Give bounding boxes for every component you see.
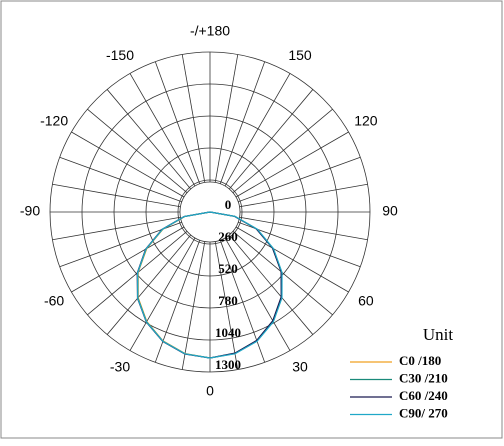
spoke [219,61,266,184]
r-tick-label: 520 [218,261,238,276]
grid-ring [81,83,339,341]
spoke [52,216,181,241]
spoke [228,234,314,335]
grid-ring [113,115,307,309]
grid-ring [177,179,243,245]
legend-label: C90/ 270 [399,405,448,420]
spoke [87,108,188,194]
spoke [71,226,185,293]
spoke [181,241,206,370]
r-tick-label: 260 [218,229,238,244]
spoke [228,89,314,190]
series-line [136,211,283,359]
angle-tick-label: -90 [20,203,40,219]
spoke [224,237,291,351]
legend-title: Unit [423,325,454,344]
spoke [235,226,349,293]
spoke [214,54,239,183]
spoke [71,131,185,198]
r-tick-label: 1300 [215,357,241,372]
angle-tick-label: -60 [44,293,64,309]
angle-tick-label: -/+180 [190,23,230,39]
spoke [219,240,266,363]
spoke [239,183,368,208]
spoke [106,89,192,190]
grid-ring [145,147,275,277]
spoke [214,241,239,370]
spoke [129,237,196,351]
spoke [239,216,368,241]
grid-ring [49,51,371,373]
legend-label: C30 /210 [399,370,448,385]
spoke [238,156,361,203]
angle-tick-label: 120 [354,113,378,129]
angle-tick-label: 90 [382,203,398,219]
r-tick-label: 1040 [215,325,241,340]
r-tick-label: 780 [218,293,238,308]
angle-tick-label: 150 [288,47,312,63]
angle-tick-label: -120 [40,113,68,129]
spoke [59,156,182,203]
angle-tick-label: 0 [206,383,214,399]
legend-label: C60 /240 [399,388,448,403]
r-tick-label: 0 [225,197,232,212]
spoke [181,54,206,183]
spoke [232,230,333,316]
spoke [106,234,192,335]
spoke [232,108,333,194]
spoke [238,221,361,268]
angle-tick-label: 60 [358,293,374,309]
legend-label: C0 /180 [399,353,441,368]
angle-tick-label: -150 [106,47,134,63]
spoke [154,61,201,184]
spoke [235,131,349,198]
spoke [224,73,291,187]
spoke [129,73,196,187]
spoke [52,183,181,208]
angle-tick-label: 30 [292,359,308,375]
angle-tick-label: -30 [110,359,130,375]
